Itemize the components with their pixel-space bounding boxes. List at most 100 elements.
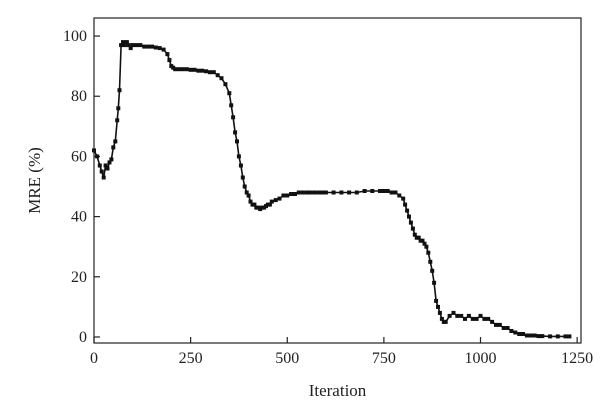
data-point: [115, 118, 120, 123]
data-points: [92, 40, 572, 339]
data-point: [269, 199, 274, 204]
data-point: [281, 193, 286, 198]
data-point: [173, 67, 178, 72]
data-point: [130, 43, 135, 48]
data-point: [339, 190, 344, 195]
data-point: [567, 334, 572, 339]
data-point: [513, 330, 518, 335]
data-point: [300, 190, 305, 195]
data-point: [478, 313, 483, 318]
data-point: [430, 268, 435, 273]
data-point: [111, 145, 116, 150]
data-point: [238, 163, 243, 168]
data-point: [146, 44, 151, 49]
axis-ticks: [93, 35, 578, 343]
data-point: [320, 190, 324, 195]
data-point: [113, 139, 118, 144]
data-point: [308, 190, 313, 195]
x-tick-label: 500: [275, 350, 299, 367]
data-point: [474, 316, 479, 321]
data-point: [119, 43, 124, 48]
data-point: [455, 313, 460, 318]
data-point: [153, 45, 158, 50]
data-point: [229, 103, 234, 108]
data-point: [267, 202, 272, 207]
data-point: [385, 189, 390, 193]
data-point: [99, 169, 104, 174]
data-point: [167, 58, 172, 63]
data-point: [277, 196, 282, 201]
data-point: [109, 157, 114, 162]
x-tick-label: 250: [179, 350, 203, 367]
data-point: [316, 190, 321, 195]
data-point: [138, 43, 143, 48]
data-point: [184, 67, 189, 72]
data-point: [121, 40, 125, 45]
data-point: [150, 44, 154, 49]
data-point: [497, 322, 502, 327]
data-point: [540, 334, 545, 339]
data-point: [231, 115, 236, 120]
data-point: [188, 67, 193, 72]
y-tick-label: 0: [79, 329, 87, 346]
data-point: [248, 199, 253, 204]
data-point: [252, 202, 257, 207]
data-point: [521, 332, 525, 336]
data-point: [101, 175, 106, 180]
data-point: [161, 47, 166, 52]
data-point: [403, 202, 408, 207]
data-point: [405, 208, 410, 213]
data-point: [381, 189, 386, 193]
data-point: [289, 192, 294, 196]
data-point: [447, 313, 452, 318]
data-point: [196, 68, 201, 73]
data-point: [180, 67, 185, 72]
series-line: [93, 40, 570, 338]
x-tick-label: 1000: [465, 350, 497, 367]
data-point: [293, 192, 297, 196]
data-point: [227, 91, 232, 96]
data-point: [285, 193, 290, 198]
x-axis-label: Iteration: [309, 381, 367, 400]
data-point: [494, 322, 498, 327]
x-tick-label: 750: [372, 350, 396, 367]
data-point: [95, 154, 100, 159]
data-point: [466, 313, 471, 318]
data-point: [451, 310, 456, 315]
data-point: [410, 226, 415, 231]
data-point: [397, 193, 402, 198]
data-point: [323, 190, 328, 195]
y-tick-label: 40: [71, 209, 87, 226]
data-point: [157, 46, 162, 51]
data-point: [536, 334, 541, 339]
data-point: [432, 280, 437, 285]
data-point: [470, 316, 475, 321]
data-point: [211, 70, 216, 75]
data-point: [165, 52, 170, 57]
tick-labels: 0 250 500 750 1000 1250 0 20 40 60 80 100: [63, 28, 593, 367]
data-point: [407, 214, 411, 219]
data-point: [204, 69, 209, 74]
data-point: [389, 190, 394, 195]
data-point: [331, 190, 336, 195]
data-point: [501, 326, 506, 330]
data-point: [354, 190, 359, 195]
y-tick-label: 100: [63, 28, 87, 45]
data-point: [408, 220, 413, 225]
data-point: [235, 139, 239, 144]
data-point: [463, 316, 467, 321]
data-point: [233, 130, 238, 135]
data-point: [240, 175, 245, 180]
x-tick-label: 1250: [561, 350, 593, 367]
data-point: [362, 189, 367, 193]
data-point: [107, 160, 112, 165]
data-point: [428, 259, 433, 264]
data-point: [273, 198, 278, 203]
data-point: [246, 193, 251, 198]
data-point: [296, 190, 301, 195]
data-point: [532, 333, 537, 338]
y-axis-label: MRE (%): [25, 147, 44, 214]
data-point: [215, 73, 220, 78]
data-point: [128, 46, 133, 51]
